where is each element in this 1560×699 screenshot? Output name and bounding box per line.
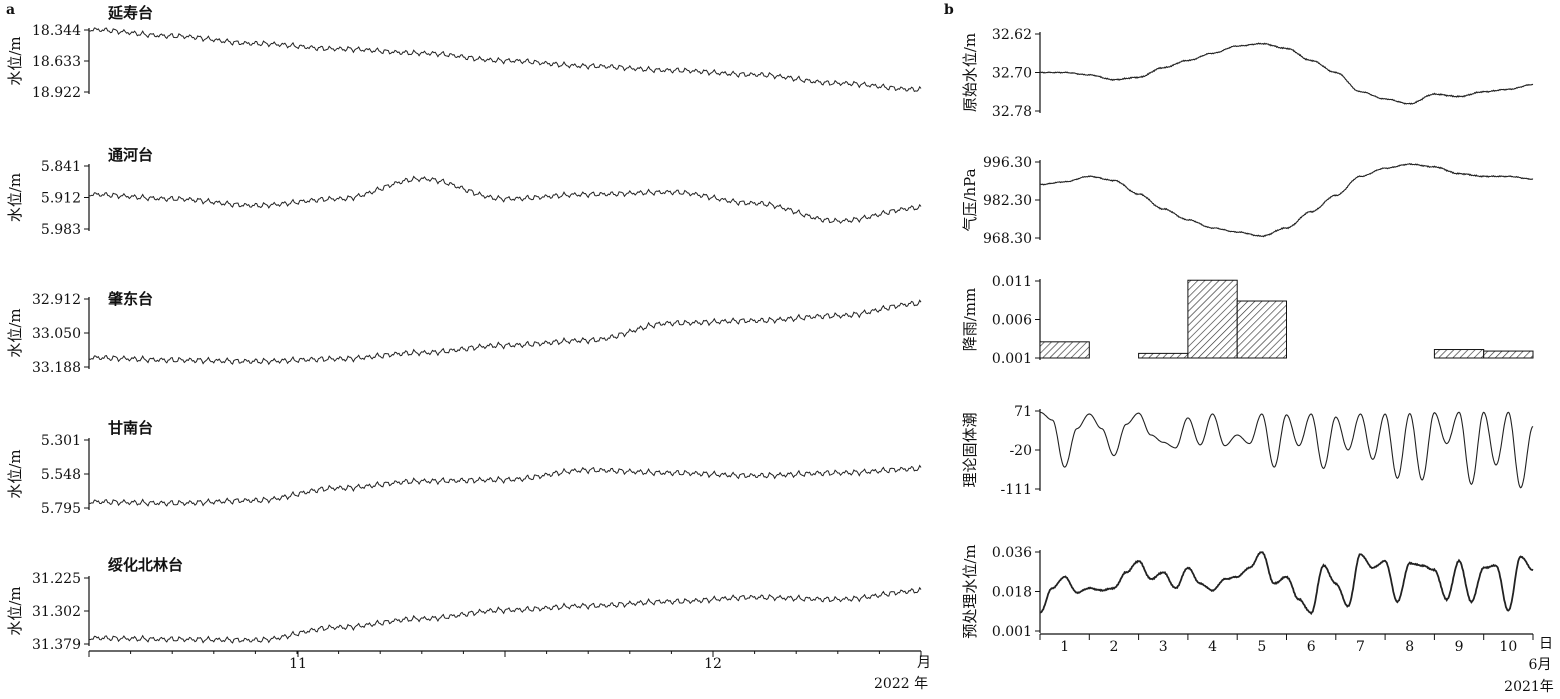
- a-ytick-label-4-2: 31.379: [32, 637, 81, 653]
- a-ytick-label-3-0: 5.301: [41, 433, 81, 449]
- a-ytick-label-3-2: 5.795: [41, 501, 81, 517]
- a-series-line-2: [88, 299, 922, 366]
- b-ylabel-1: 气压/hPa: [961, 168, 979, 231]
- a-year-label: 2022 年: [874, 676, 928, 692]
- a-ytick-label-0-1: 18.633: [32, 54, 81, 70]
- b-series-line-4: [1039, 551, 1534, 616]
- a-xtick-label-0: 11: [289, 656, 307, 672]
- a-series-line-0: [88, 27, 922, 93]
- b-ytick-label-3-1: -20: [1009, 443, 1032, 459]
- b-ytick-label-1-0: 996.30: [983, 155, 1032, 171]
- a-ytick-label-2-0: 32.912: [32, 292, 81, 308]
- b-xtick-label-7: 8: [1405, 639, 1414, 655]
- b-ytick-label-1-1: 982.30: [983, 193, 1032, 209]
- b-ylabel-0: 原始水位/m: [961, 33, 979, 112]
- a-ylabel-2: 水位/m: [6, 308, 24, 357]
- b-rain-bar-0: [1039, 341, 1090, 359]
- a-ytick-label-0-0: 18.344: [32, 23, 81, 39]
- b-month-label: 6月: [1529, 657, 1552, 673]
- b-series-line-1: [1040, 162, 1534, 238]
- b-xtick-label-8: 9: [1455, 639, 1464, 655]
- b-series-line-0: [1040, 42, 1534, 105]
- b-ytick-label-2-1: 0.006: [992, 313, 1032, 329]
- a-ytick-label-4-0: 31.225: [32, 571, 81, 587]
- a-x-unit: 月: [917, 655, 931, 671]
- b-ytick-label-1-2: 968.30: [983, 231, 1032, 247]
- a-ylabel-4-group: 水位/m: [6, 586, 24, 635]
- b-ylabel-2-group: 降雨/mm: [961, 288, 979, 352]
- b-ytick-label-0-1: 32.70: [992, 66, 1032, 82]
- panel-letter-a: a: [6, 2, 15, 18]
- b-rain-bar-2: [1187, 279, 1238, 359]
- a-ytick-label-3-1: 5.548: [41, 467, 81, 483]
- b-xtick-label-5: 6: [1307, 639, 1316, 655]
- b-ylabel-1-group: 气压/hPa: [961, 168, 979, 231]
- b-ytick-label-0-2: 32.78: [992, 104, 1032, 120]
- a-ytick-label-1-0: 5.841: [41, 159, 81, 175]
- b-xtick-label-4: 5: [1257, 639, 1266, 655]
- a-ytick-label-4-1: 31.302: [32, 604, 81, 620]
- b-xtick-label-6: 7: [1356, 639, 1365, 655]
- b-ylabel-2: 降雨/mm: [961, 288, 979, 352]
- b-ytick-label-4-1: 0.018: [992, 585, 1032, 601]
- b-rain-bar-4: [1433, 349, 1485, 359]
- b-ylabel-4: 预处理水位/m: [961, 544, 979, 638]
- a-ylabel-0-group: 水位/m: [6, 36, 24, 85]
- a-ylabel-3: 水位/m: [6, 449, 24, 498]
- b-ytick-label-2-2: 0.001: [992, 351, 1032, 367]
- a-ylabel-2-group: 水位/m: [6, 308, 24, 357]
- a-ylabel-4: 水位/m: [6, 586, 24, 635]
- b-x-unit: 日: [1539, 636, 1553, 652]
- b-xtick-label-3: 4: [1208, 639, 1217, 655]
- b-ytick-label-3-0: 71: [1014, 404, 1032, 420]
- a-ylabel-3-group: 水位/m: [6, 449, 24, 498]
- b-ytick-label-4-2: 0.001: [992, 624, 1032, 640]
- b-xtick-label-1: 2: [1109, 639, 1118, 655]
- plots: 18.344 18.633 18.922 水位/m 延寿台 5.841 5.912 5.983…: [6, 4, 1554, 695]
- b-xtick-label-2: 3: [1159, 639, 1168, 655]
- b-year-label: 2021年: [1504, 679, 1554, 695]
- a-station-3: 甘南台: [108, 419, 153, 437]
- a-ytick-label-1-1: 5.912: [41, 191, 81, 207]
- b-series-line-3: [1039, 411, 1534, 489]
- b-ytick-label-2-0: 0.011: [992, 274, 1032, 290]
- a-series-line-3: [88, 464, 922, 507]
- a-series-line-4: [88, 586, 922, 644]
- b-rain-bar-5: [1483, 350, 1534, 359]
- b-ylabel-3-group: 理论固体潮: [961, 412, 979, 487]
- a-ylabel-0: 水位/m: [6, 36, 24, 85]
- b-ylabel-4-group: 预处理水位/m: [961, 544, 979, 638]
- a-station-2: 肇东台: [107, 290, 153, 308]
- b-ytick-label-4-0: 0.036: [992, 545, 1032, 561]
- b-rain-bar-3: [1236, 300, 1287, 359]
- a-ytick-label-2-2: 33.188: [32, 360, 81, 376]
- a-station-4: 绥化北林台: [108, 556, 183, 574]
- a-series-line-1: [88, 175, 922, 224]
- b-ytick-label-3-2: -111: [1001, 482, 1032, 498]
- a-station-1: 通河台: [108, 146, 153, 164]
- b-rain-bar-1: [1138, 352, 1189, 359]
- a-xtick-label-1: 12: [704, 656, 722, 672]
- b-xtick-label-0: 1: [1060, 639, 1069, 655]
- b-ylabel-0-group: 原始水位/m: [961, 33, 979, 112]
- b-ylabel-3: 理论固体潮: [961, 412, 979, 487]
- b-xtick-label-9: 10: [1499, 639, 1517, 655]
- a-station-0: 延寿台: [107, 4, 153, 22]
- a-ytick-label-0-2: 18.922: [32, 85, 81, 101]
- a-ylabel-1-group: 水位/m: [6, 173, 24, 222]
- a-ytick-label-2-1: 33.050: [32, 326, 81, 342]
- panel-letter-b: b: [944, 2, 954, 18]
- b-ytick-label-0-0: 32.62: [992, 27, 1032, 43]
- a-ytick-label-1-2: 5.983: [41, 222, 81, 238]
- a-ylabel-1: 水位/m: [6, 173, 24, 222]
